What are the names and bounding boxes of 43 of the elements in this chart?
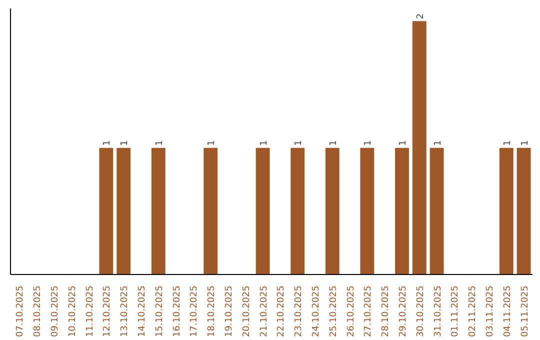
x-tick-label: 11.10.2025 <box>85 286 96 338</box>
x-tick-label: 27.10.2025 <box>364 286 374 338</box>
data-label: 1 <box>207 140 218 146</box>
x-tick-label: 28.10.2025 <box>381 286 392 338</box>
x-tick-label: 26.10.2025 <box>346 286 356 338</box>
x-tick-label: 01.11.2025 <box>450 286 461 338</box>
x-tick-label: 05.11.2025 <box>520 286 530 338</box>
x-tick-label: 16.10.2025 <box>172 286 182 338</box>
data-label: 1 <box>294 140 304 146</box>
x-tick-label: 22.10.2025 <box>276 286 287 338</box>
x-tick-label: 31.10.2025 <box>433 286 444 338</box>
data-label: 1 <box>398 140 408 146</box>
x-tick-label: 23.10.2025 <box>294 286 304 338</box>
x-tick-label: 04.11.2025 <box>502 286 513 338</box>
data-label: 2 <box>416 13 426 20</box>
data-label: 1 <box>102 140 113 146</box>
x-tick-label: 24.10.2025 <box>312 286 322 338</box>
x-tick-label: 15.10.2025 <box>154 286 165 338</box>
data-label: 1 <box>433 140 444 146</box>
x-tick-label: 25.10.2025 <box>328 286 339 338</box>
x-tick-label: 18.10.2025 <box>207 286 218 338</box>
x-tick-label: 14.10.2025 <box>138 286 148 338</box>
data-label: 1 <box>502 140 513 146</box>
x-tick-label: 13.10.2025 <box>120 286 130 338</box>
data-label: 1 <box>154 140 165 146</box>
x-tick-label: 17.10.2025 <box>190 286 200 338</box>
x-tick-label: 09.10.2025 <box>50 286 60 338</box>
data-label: 1 <box>259 140 270 146</box>
data-label: 1 <box>120 140 130 146</box>
x-tick-label: 20.10.2025 <box>242 286 252 338</box>
x-tick-label: 30.10.2025 <box>416 286 426 338</box>
x-tick-label: 02.11.2025 <box>468 286 478 338</box>
x-tick-label: 21.10.2025 <box>259 286 270 338</box>
x-tick-label: 29.10.2025 <box>398 286 408 338</box>
x-tick-label: 03.11.2025 <box>486 286 496 338</box>
x-tick-label: 19.10.2025 <box>224 286 234 338</box>
data-label: 1 <box>328 140 339 146</box>
data-label: 1 <box>364 140 374 146</box>
data-label: 1 <box>520 140 530 146</box>
x-tick-label: 07.10.2025 <box>16 286 26 338</box>
x-tick-label: 08.10.2025 <box>33 286 44 338</box>
x-tick-label: 10.10.2025 <box>68 286 78 338</box>
x-tick-label: 12.10.2025 <box>102 286 113 338</box>
